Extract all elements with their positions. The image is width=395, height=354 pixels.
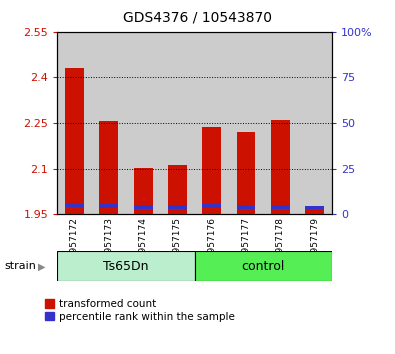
Bar [229,32,263,214]
Bar [271,120,290,214]
Bar [126,32,160,214]
Bar [92,32,126,214]
Text: strain: strain [4,261,36,272]
Bar [134,205,152,209]
Bar [305,206,324,209]
Bar [297,32,332,214]
Text: Ts65Dn: Ts65Dn [103,260,149,273]
FancyBboxPatch shape [57,251,195,281]
Bar [202,127,221,214]
Bar [202,204,221,208]
Text: ▶: ▶ [38,261,45,272]
Bar [195,32,229,214]
Bar [305,206,324,214]
Bar [168,165,187,214]
Legend: transformed count, percentile rank within the sample: transformed count, percentile rank withi… [45,299,235,322]
Bar [160,32,195,214]
Bar [65,68,84,214]
Bar [57,32,92,214]
Bar [99,205,118,208]
FancyBboxPatch shape [195,251,332,281]
Bar [271,205,290,209]
Bar [65,204,84,207]
Bar [99,121,118,214]
Bar [237,205,256,209]
Bar [168,205,187,209]
Bar [237,132,256,214]
Bar [134,168,152,214]
Text: GDS4376 / 10543870: GDS4376 / 10543870 [123,11,272,25]
Bar [263,32,297,214]
Text: control: control [241,260,285,273]
